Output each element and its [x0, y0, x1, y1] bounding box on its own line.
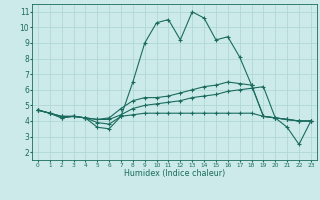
X-axis label: Humidex (Indice chaleur): Humidex (Indice chaleur) — [124, 169, 225, 178]
